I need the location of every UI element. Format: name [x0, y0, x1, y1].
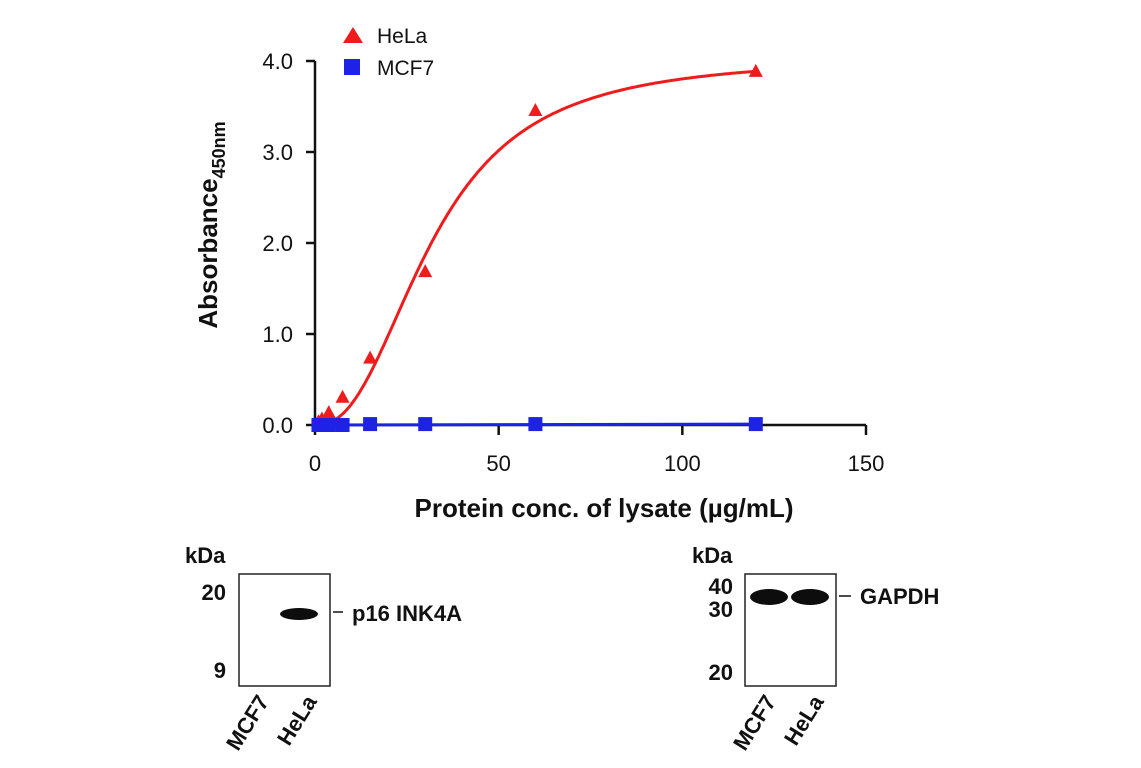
x-tick-label: 50	[486, 451, 510, 476]
western-blot-p16: kDa 20 9 p16 INK4A MCF7 HeLa	[185, 543, 462, 755]
x-axis-title: Protein conc. of lysate (µg/mL)	[414, 493, 793, 523]
blot2-lane-hela: HeLa	[779, 690, 829, 750]
mcf7-point	[748, 417, 763, 432]
hela-fit-curve	[318, 69, 756, 427]
hela-point	[748, 63, 763, 77]
blot2-band-mcf7	[750, 589, 788, 605]
blot1-marker-9: 9	[214, 658, 226, 683]
y-axis-title: Absorbance450nm	[193, 121, 229, 328]
legend-mcf7-label: MCF7	[377, 57, 434, 80]
mcf7-point	[321, 418, 336, 432]
blot2-marker-30: 30	[709, 597, 733, 622]
hela-point	[528, 103, 543, 117]
blot2-unit-label: kDa	[692, 543, 733, 568]
blot1-marker-20: 20	[202, 580, 226, 605]
legend-mcf7-marker	[344, 59, 360, 75]
mcf7-point	[528, 417, 543, 432]
mcf7-point	[363, 417, 378, 432]
mcf7-point	[418, 417, 433, 432]
hela-point	[321, 405, 336, 419]
blot2-lane-mcf7: MCF7	[728, 691, 781, 755]
data-points	[311, 63, 763, 432]
x-tick-label: 100	[664, 451, 701, 476]
x-tick-label: 0	[309, 451, 321, 476]
y-axis-title-main: Absorbance	[193, 178, 223, 328]
y-axis-title-subscript: 450nm	[209, 121, 229, 178]
legend: HeLa MCF7	[343, 25, 434, 80]
y-axis-title-group: Absorbance450nm	[193, 121, 229, 328]
blot2-marker-40: 40	[709, 574, 733, 599]
mcf7-point	[335, 418, 350, 432]
blot2-band-hela	[791, 589, 829, 605]
y-tick-label: 0.0	[262, 413, 293, 438]
blot1-membrane	[238, 573, 331, 687]
western-blot-gapdh: kDa 40 30 20 GAPDH MCF7 HeLa	[692, 543, 939, 755]
legend-hela-label: HeLa	[377, 25, 428, 48]
x-ticks: 0 50 100 150	[309, 425, 884, 476]
x-tick-label: 150	[848, 451, 885, 476]
y-tick-label: 1.0	[262, 322, 293, 347]
legend-hela-marker	[343, 27, 363, 43]
blot1-unit-label: kDa	[185, 543, 226, 568]
y-ticks: 0.0 1.0 2.0 3.0 4.0	[262, 49, 315, 438]
blot1-target-label: p16 INK4A	[352, 601, 462, 626]
hela-point	[363, 350, 378, 364]
blot2-marker-20: 20	[709, 660, 733, 685]
blot1-band-hela	[280, 608, 318, 620]
y-tick-label: 3.0	[262, 140, 293, 165]
blot1-lane-hela: HeLa	[272, 690, 322, 750]
y-tick-label: 2.0	[262, 231, 293, 256]
hela-point	[418, 264, 433, 278]
y-tick-label: 4.0	[262, 49, 293, 74]
hela-point	[335, 389, 350, 403]
blot2-target-label: GAPDH	[860, 584, 939, 609]
fit-curves	[318, 69, 756, 427]
blot1-lane-mcf7: MCF7	[221, 691, 274, 755]
plot-area: 0.0 1.0 2.0 3.0 4.0 0 50 100 150	[262, 49, 884, 476]
